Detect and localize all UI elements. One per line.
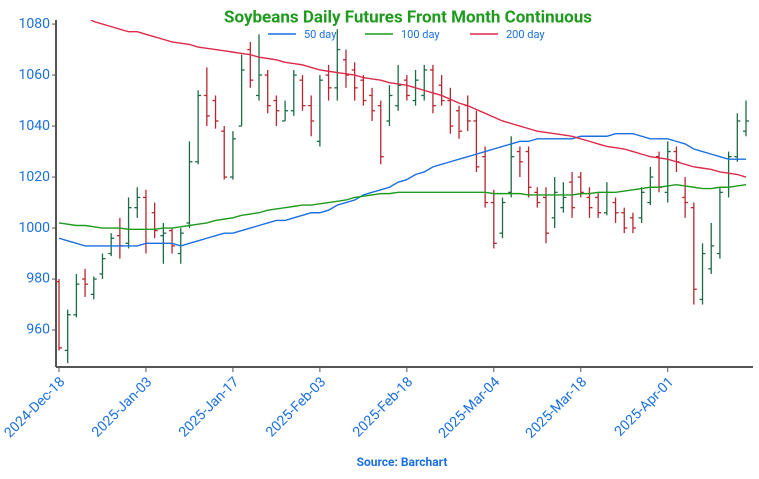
x-tick-label: 2025-Jan-03	[89, 374, 155, 440]
x-tick-label: 2024-Dec-18	[1, 374, 68, 441]
legend-label: 200 day	[506, 28, 545, 41]
x-tick-label: 2025-Mar-18	[523, 374, 591, 442]
x-tick-label: 2025-Feb-03	[263, 374, 329, 440]
y-tick-label: 980	[26, 271, 50, 287]
ma-line	[58, 183, 747, 231]
source-note: Source: Barchart	[357, 455, 448, 469]
x-tick-label: 2025-Mar-04	[436, 374, 504, 442]
chart-title: Soybeans Daily Futures Front Month Conti…	[224, 7, 592, 27]
y-tick-label: 1040	[19, 118, 51, 134]
x-tick-label: 2025-Apr-01	[612, 374, 678, 440]
y-tick-label: 1020	[19, 169, 51, 185]
y-tick-label: 960	[26, 322, 50, 338]
y-tick-label: 1060	[19, 67, 51, 83]
ma-line	[58, 133, 746, 247]
legend-label: 100 day	[401, 28, 440, 41]
legend-label: 50 day	[304, 28, 337, 41]
x-tick-label: 2025-Feb-18	[350, 374, 416, 440]
y-tick-label: 1000	[19, 220, 51, 236]
x-tick-label: 2025-Jan-17	[176, 374, 243, 441]
y-tick-label: 1080	[19, 16, 51, 32]
ma-line	[89, 20, 747, 178]
plot-area	[56, 20, 749, 364]
